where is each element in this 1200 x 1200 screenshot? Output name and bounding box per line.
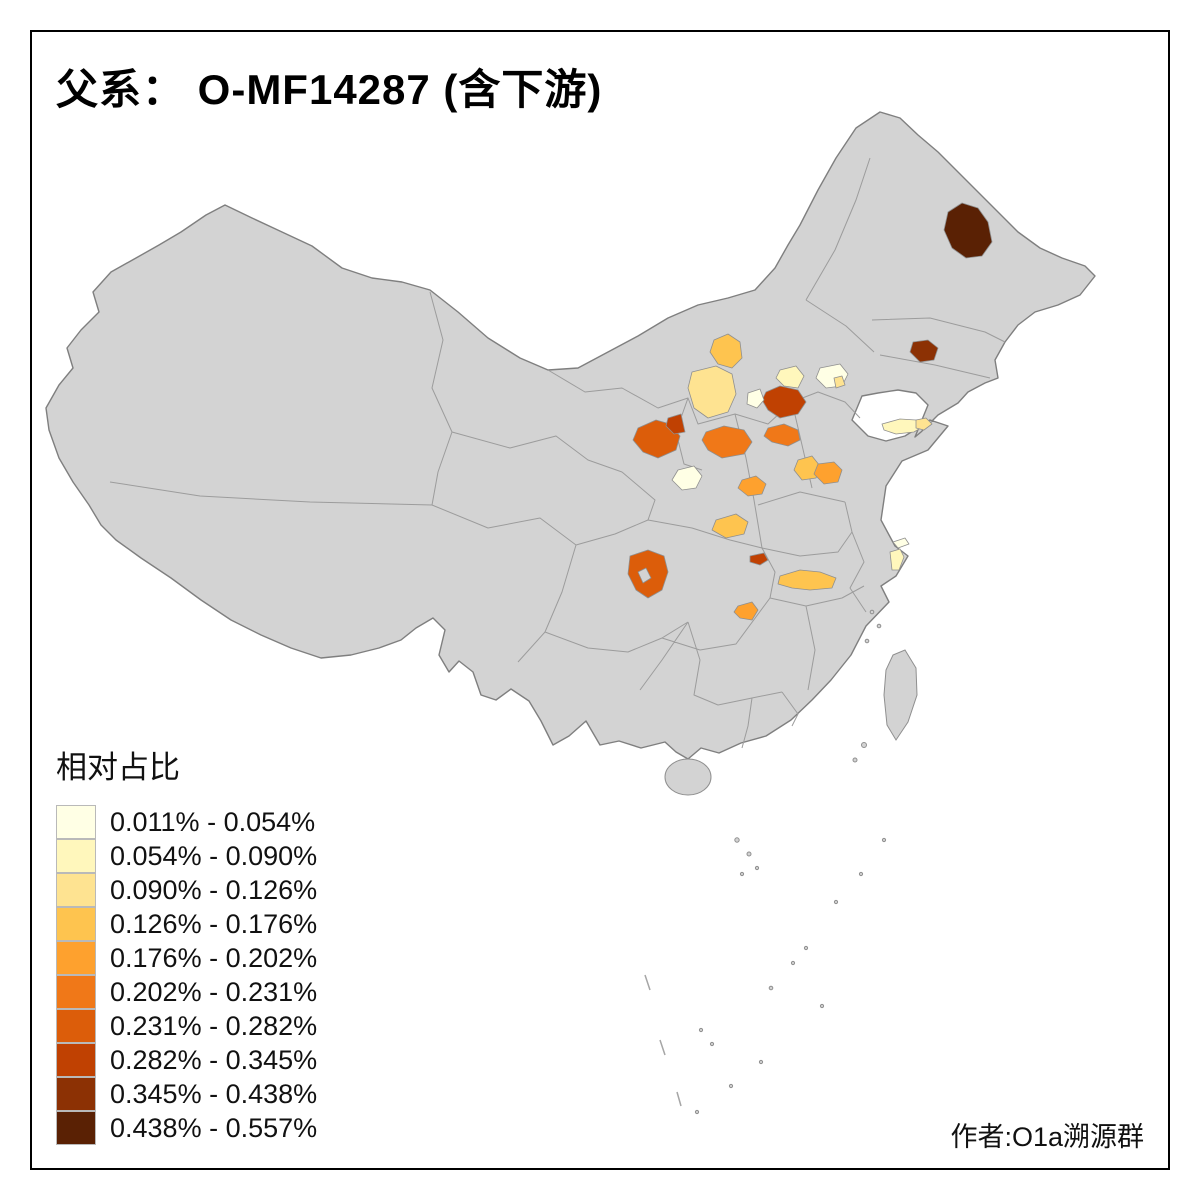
prefecture-henan-anyang [813,461,843,485]
legend-swatch [56,975,96,1009]
islet-dot [746,851,752,857]
prefecture-chongqing-north [749,552,769,566]
province-borders [109,157,1006,749]
prefecture-hubei-yichang [777,569,837,591]
legend-row: 0.176% - 0.202% [56,941,317,975]
islet-dot [861,742,867,748]
prefecture-shanxi-xinzhou [763,423,801,447]
islet-dot [852,757,858,763]
islet-dot [768,985,774,991]
map-enclave [637,567,652,584]
islet-dot [698,1027,704,1033]
prefecture-shanghai-chongming [892,537,910,549]
legend-row: 0.126% - 0.176% [56,907,317,941]
islet-dot [734,837,740,843]
islet-dot [790,960,796,966]
prefecture-shandong-weihai [915,417,933,431]
china-mainland [45,111,1096,760]
islet-dot [864,638,870,644]
legend-row: 0.345% - 0.438% [56,1077,317,1111]
islet-dot [833,899,839,905]
legend-swatch [56,1077,96,1111]
prefecture-neimenggu-ordos [687,365,737,419]
legend-label: 0.231% - 0.282% [110,1010,318,1041]
legend-label: 0.090% - 0.126% [110,874,318,905]
legend-label: 0.438% - 0.557% [110,1112,318,1143]
legend-swatch [56,839,96,873]
legend-swatch [56,805,96,839]
islet-dot [694,1109,700,1115]
prefecture-beijing-spot [833,375,846,389]
legend-row: 0.054% - 0.090% [56,839,317,873]
legend-label: 0.054% - 0.090% [110,840,318,871]
prefecture-gansu-baiyin [665,413,686,435]
prefecture-shanxi-changzhi [793,455,821,481]
legend-row: 0.011% - 0.054% [56,805,317,839]
prefecture-guizhou-zunyi [733,601,759,621]
islet-dot [709,1041,715,1047]
prefecture-shanghai-coast [889,548,905,571]
prefecture-shaanxi-yulin [701,425,753,459]
prefecture-heilongjiang-suihua [943,202,993,259]
prefecture-shaanxi-hanzhong [711,513,749,539]
prefecture-hebei-shijiazhuang [761,385,807,419]
legend-swatch [56,1043,96,1077]
islet-dot [819,1003,825,1009]
legend-row: 0.282% - 0.345% [56,1043,317,1077]
hainan-island [664,758,712,796]
legend-swatch [56,1111,96,1145]
prefecture-gansu-pingliang [671,465,703,491]
islet-dot [869,609,875,615]
legend-swatch [56,907,96,941]
legend: 相对占比 0.011% - 0.054% 0.054% - 0.090% 0.090… [56,742,317,1145]
legend-row: 0.090% - 0.126% [56,873,317,907]
attribution: 作者:O1a溯源群 [950,1122,1144,1152]
prefecture-shaanxi-weinan [737,475,767,497]
legend-swatch [56,873,96,907]
islands [664,609,918,1115]
legend-row: 0.231% - 0.282% [56,1009,317,1043]
prefecture-hebei-north-pale [775,365,805,389]
legend-entries: 0.011% - 0.054% 0.054% - 0.090% 0.090% - 0… [56,805,317,1145]
highlighted-prefectures [627,202,993,621]
legend-row: 0.202% - 0.231% [56,975,317,1009]
page-title: 父系： O-MF14287 (含下游) [56,66,603,113]
legend-label: 0.345% - 0.438% [110,1078,318,1109]
legend-swatch [56,1009,96,1043]
islet-dot [858,871,864,877]
prefecture-shaanxi-north-pale [746,388,765,409]
islet-dot [739,871,745,877]
legend-label: 0.011% - 0.054% [110,806,316,837]
legend-label: 0.126% - 0.176% [110,908,318,939]
sea-dashes [644,974,682,1107]
islet-dot [728,1083,734,1089]
taiwan-island [883,649,918,741]
islet-dot [758,1059,764,1065]
islet-dot [881,837,887,843]
prefecture-liaoning-shenyang [909,339,939,363]
legend-label: 0.176% - 0.202% [110,942,318,973]
legend-title: 相对占比 [56,750,180,785]
legend-swatch [56,941,96,975]
islet-dot [754,865,760,871]
islet-dot [803,945,809,951]
legend-label: 0.202% - 0.231% [110,976,318,1007]
legend-row: 0.438% - 0.557% [56,1111,317,1145]
prefecture-neimenggu-bayannur [709,333,743,369]
islet-dot [876,623,882,629]
prefecture-gansu-lanzhou [632,419,681,459]
legend-label: 0.282% - 0.345% [110,1044,318,1075]
